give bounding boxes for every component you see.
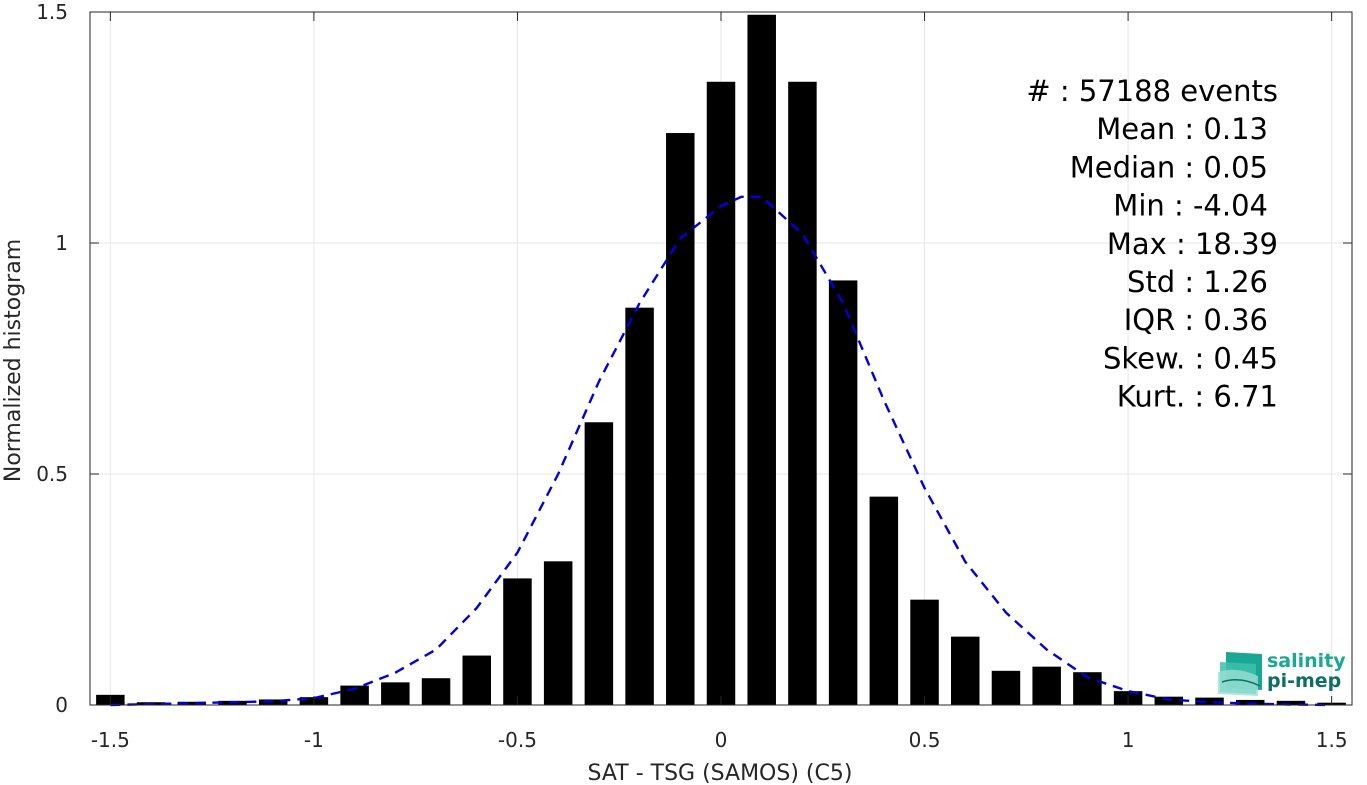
histogram-bar bbox=[747, 14, 776, 706]
histogram-bar bbox=[788, 81, 817, 705]
salinity-pi-mep-logo: salinity pi-mep bbox=[1218, 650, 1352, 696]
stat-line: IQR : 0.36 bbox=[1124, 303, 1268, 337]
histogram-bar bbox=[503, 578, 532, 705]
axis-ticks bbox=[90, 11, 1352, 706]
y-tick-labels: 0 0.5 1 1.5 bbox=[36, 0, 68, 717]
x-axis-label: SAT - TSG (SAMOS) (C5) bbox=[588, 761, 853, 785]
stat-line: Skew. : 0.45 bbox=[1103, 341, 1278, 375]
histogram-bar bbox=[991, 670, 1021, 705]
histogram-bar bbox=[462, 655, 491, 705]
histogram-bar bbox=[666, 133, 695, 705]
stat-line: Median : 0.05 bbox=[1070, 150, 1268, 184]
y-tick-label: 0 bbox=[55, 693, 68, 717]
x-tick-label: 0.5 bbox=[909, 728, 941, 752]
histogram-bar bbox=[706, 81, 736, 705]
histogram-bar bbox=[828, 280, 858, 705]
histogram-bar bbox=[381, 682, 410, 705]
histogram-bar bbox=[1032, 666, 1061, 705]
histogram-bar bbox=[584, 422, 614, 705]
histogram-bar bbox=[1195, 697, 1224, 705]
x-tick-label: 0 bbox=[715, 728, 728, 752]
statistics-box: # : 57188 events Mean : 0.13 Median : 0.05… bbox=[1026, 74, 1278, 414]
stat-line: Kurt. : 6.71 bbox=[1117, 380, 1278, 414]
logo-line2: pi-mep bbox=[1267, 670, 1341, 692]
histogram-bar bbox=[1276, 700, 1306, 705]
histogram-bar bbox=[869, 496, 899, 705]
logo-text: salinity pi-mep bbox=[1267, 650, 1352, 692]
stat-line: # : 57188 events bbox=[1026, 74, 1278, 108]
y-tick-label: 1 bbox=[55, 231, 68, 255]
logo-mark-icon bbox=[1218, 652, 1262, 696]
y-tick-label: 0.5 bbox=[36, 462, 68, 486]
logo-line1: salinity bbox=[1267, 650, 1346, 672]
gaussian-fit-curve bbox=[110, 195, 1332, 707]
stat-line: Std : 1.26 bbox=[1127, 265, 1268, 299]
x-tick-label: 1.5 bbox=[1316, 728, 1348, 752]
histogram-bar bbox=[951, 636, 980, 705]
histogram-bar bbox=[625, 307, 654, 705]
stat-line: Max : 18.39 bbox=[1107, 227, 1278, 261]
x-tick-labels: -1.5 -1 -0.5 0 0.5 1 1.5 bbox=[91, 728, 1348, 752]
x-tick-label: -0.5 bbox=[498, 728, 537, 752]
x-tick-label: -1 bbox=[304, 728, 324, 752]
x-tick-label: 1 bbox=[1122, 728, 1135, 752]
y-axis-label: Normalized histogram bbox=[1, 239, 26, 482]
histogram-bar bbox=[1154, 696, 1184, 705]
histogram-bar bbox=[421, 678, 451, 705]
x-tick-label: -1.5 bbox=[91, 728, 130, 752]
histogram-bar bbox=[910, 599, 939, 705]
y-tick-label: 1.5 bbox=[36, 0, 68, 24]
histogram-bar bbox=[177, 701, 207, 705]
stat-line: Mean : 0.13 bbox=[1096, 112, 1268, 146]
histogram-bar bbox=[543, 561, 573, 705]
stat-line: Min : -4.04 bbox=[1113, 189, 1268, 223]
